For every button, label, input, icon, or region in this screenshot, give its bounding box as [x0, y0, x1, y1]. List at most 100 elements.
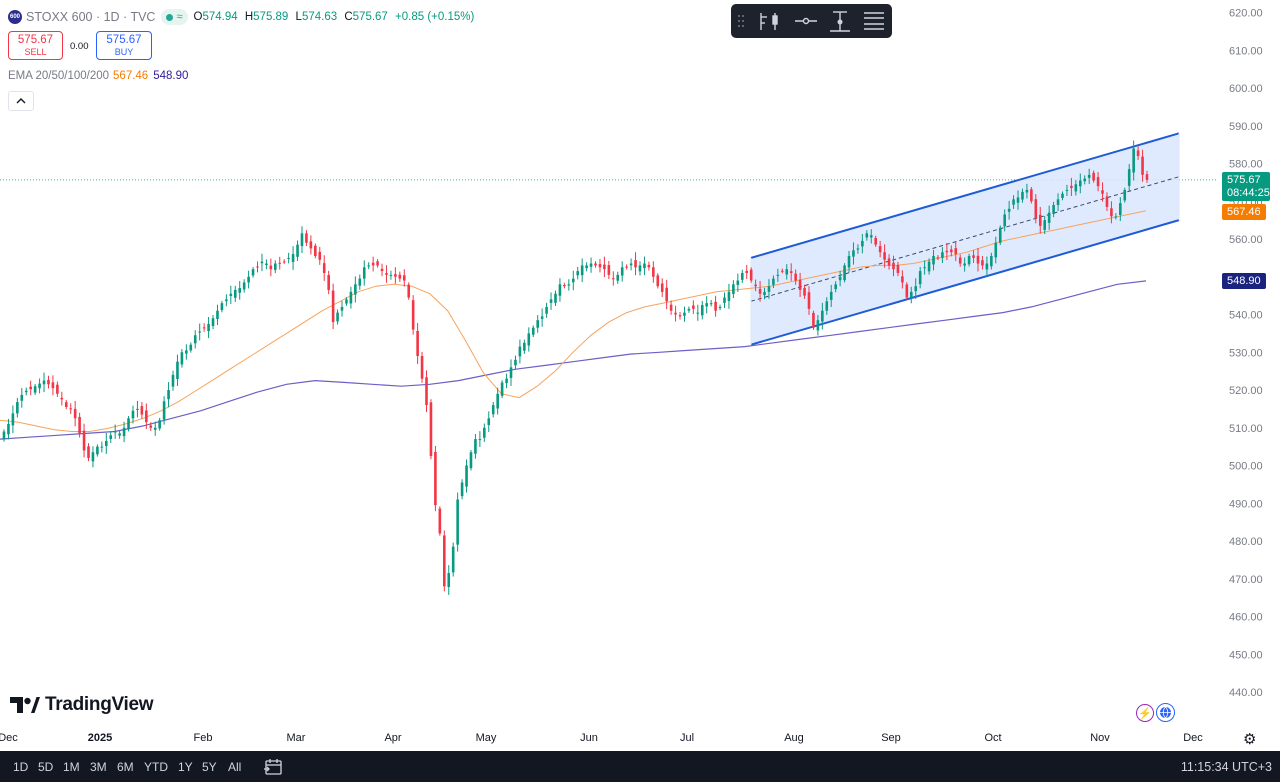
candle-body [242, 282, 246, 290]
y-tick-label: 470.00 [1229, 574, 1263, 586]
timeframe-1y[interactable]: 1Y [178, 760, 193, 774]
candle-body [714, 301, 717, 311]
candle-body [171, 374, 175, 387]
bar-countdown: 08:44:25 [1227, 187, 1270, 199]
candle-body [69, 408, 73, 410]
y-tick-label: 530.00 [1229, 347, 1263, 359]
candle-body [1092, 172, 1095, 181]
candle-body [211, 318, 215, 326]
candle-body [291, 254, 295, 262]
candle-body [1078, 180, 1082, 187]
candle-body [20, 394, 24, 401]
calendar-range-icon[interactable] [263, 758, 283, 776]
vertical-range-icon[interactable] [827, 4, 853, 38]
timeframe-6m[interactable]: 6M [117, 760, 134, 774]
timeframe-5y[interactable]: 5Y [202, 760, 217, 774]
timeframe-1m[interactable]: 1M [63, 760, 80, 774]
candle-body [73, 408, 77, 419]
timeframe-ytd[interactable]: YTD [144, 760, 168, 774]
candle-body [892, 262, 895, 270]
candle-body [282, 261, 286, 263]
candle-body [571, 278, 575, 283]
market-status-pill[interactable]: ≈ [161, 9, 188, 25]
candle-style-icon[interactable] [755, 4, 781, 38]
candle-body [700, 305, 704, 316]
candle-body [749, 269, 753, 281]
candle-body [349, 291, 353, 304]
symbol-title[interactable]: STOXX 600 · 1D · TVC [26, 10, 156, 24]
candle-body [1096, 177, 1100, 187]
candle-body [496, 393, 499, 409]
timeframe-5d[interactable]: 5D [38, 760, 54, 774]
timeframe-3m[interactable]: 3M [90, 760, 107, 774]
ema-legend[interactable]: EMA 20/50/100/200 567.46 548.90 [8, 70, 188, 82]
candle-body [634, 260, 637, 268]
candle-body [24, 390, 28, 393]
timeframe-1d[interactable]: 1D [13, 760, 29, 774]
candle-body [47, 379, 50, 385]
candle-body [318, 251, 322, 260]
candle-body [1087, 174, 1091, 178]
candle-body [1021, 191, 1024, 200]
candle-body [1012, 199, 1015, 205]
candle-body [909, 291, 913, 299]
timeframe-all[interactable]: All [228, 760, 242, 774]
flash-icon[interactable]: ⚡ [1136, 704, 1154, 722]
candle-body [247, 276, 250, 283]
candle-body [358, 278, 362, 286]
symbol-logo[interactable]: 600 [8, 10, 22, 24]
candle-body [202, 327, 206, 329]
candle-body [2, 431, 6, 440]
candle-body [376, 261, 379, 266]
candle-body [647, 264, 651, 268]
candle-body [131, 410, 135, 419]
candle-body [1047, 212, 1051, 223]
candle-body [620, 267, 624, 276]
x-tick-label: Aug [784, 732, 804, 744]
candle-body [527, 333, 531, 346]
gear-icon[interactable]: ⚙ [1243, 731, 1257, 748]
tradingview-logo-icon [10, 697, 40, 713]
candle-body [603, 264, 606, 270]
collapse-legend-button[interactable] [8, 91, 34, 111]
candle-body [861, 240, 864, 247]
x-tick-label: Mar [287, 732, 306, 744]
ema50-price-tag: 567.46 [1222, 204, 1266, 220]
candle-body [838, 276, 842, 281]
candle-body [718, 306, 722, 309]
candle-body [736, 280, 740, 285]
candle-body [936, 257, 940, 259]
tradingview-logo[interactable]: TradingView [10, 694, 154, 716]
price-chart[interactable]: 620.00610.00600.00590.00580.00570.00560.… [0, 0, 1280, 751]
candle-body [51, 382, 55, 389]
candle-body [233, 289, 237, 298]
candle-body [251, 269, 255, 276]
candle-body [220, 303, 224, 311]
candle-body [1101, 190, 1104, 194]
globe-icon[interactable] [1156, 703, 1175, 722]
candle-body [1136, 150, 1140, 156]
candle-body [625, 266, 628, 268]
candle-body [829, 291, 833, 300]
buy-button[interactable]: 575.67 BUY [96, 31, 152, 60]
candle-body [727, 291, 731, 301]
candle-body [474, 439, 477, 454]
candle-body [100, 446, 104, 448]
candle-body [918, 271, 922, 285]
drawing-floating-toolbar [731, 4, 892, 38]
candle-body [371, 262, 375, 266]
horizontal-line-icon[interactable] [791, 4, 821, 38]
candle-body [162, 401, 166, 420]
candle-body [576, 271, 580, 276]
candle-body [656, 275, 660, 287]
candle-body [385, 273, 388, 275]
low-value: 574.63 [301, 11, 338, 23]
utc-clock[interactable]: 11:15:34 UTC+3 [1180, 760, 1272, 774]
settings-lines-icon[interactable] [861, 4, 887, 38]
drag-handle-icon[interactable] [735, 4, 747, 38]
candle-body [269, 265, 273, 270]
candle-body [354, 284, 357, 295]
candle-body [758, 288, 762, 294]
candle-body [469, 452, 473, 469]
sell-button[interactable]: 575.67 SELL [8, 31, 63, 60]
